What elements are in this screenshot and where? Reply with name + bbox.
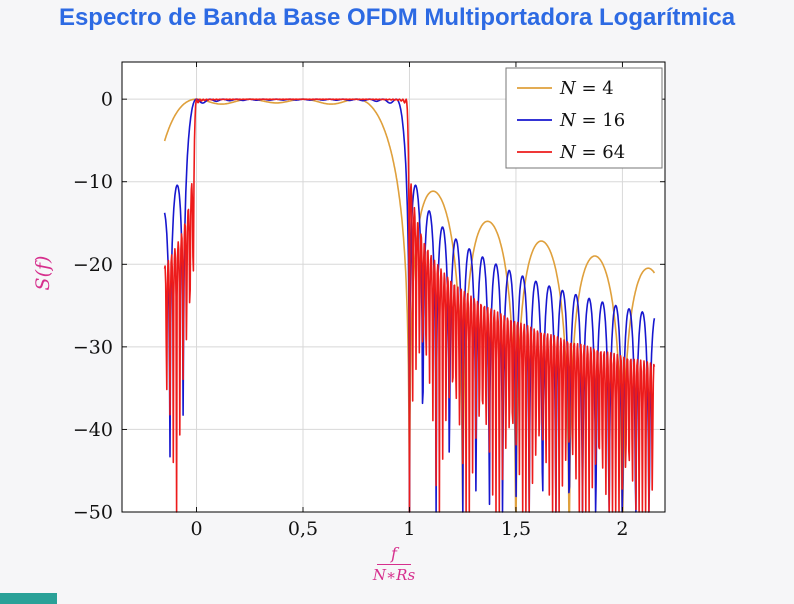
y-tick-label: −20	[73, 254, 113, 276]
legend: N = 4 N = 16 N = 64	[505, 67, 663, 169]
y-tick-label: −10	[73, 171, 113, 193]
legend-entry-label: N = 16	[559, 110, 625, 131]
y-tick-label: −40	[73, 419, 113, 441]
tick-labels: 0 0,5 1 1,5 2 0 −10 −20 −30 −40 −50	[73, 89, 629, 540]
y-tick-label: 0	[101, 89, 113, 111]
legend-entry-label: N = 64	[559, 142, 625, 163]
x-tick-label: 1	[403, 518, 415, 540]
y-tick-label: −30	[73, 336, 113, 358]
x-tick-label: 2	[616, 518, 628, 540]
x-tick-label: 0,5	[288, 518, 318, 540]
chart-title: Espectro de Banda Base OFDM Multiportado…	[58, 4, 736, 31]
plot-frame	[121, 61, 666, 513]
window-edge-artifact	[0, 593, 57, 604]
x-axis-label-denominator: N∗Rs	[372, 566, 416, 584]
x-axis-label: f N∗Rs	[363, 544, 425, 584]
legend-entry-label: N = 4	[559, 78, 614, 99]
x-axis-label-numerator: f	[377, 544, 411, 565]
x-tick-label: 1,5	[501, 518, 531, 540]
x-tick-label: 0	[190, 518, 202, 540]
tick-marks	[122, 62, 665, 513]
y-tick-label: −50	[73, 502, 113, 524]
y-axis-label: S(f)	[32, 255, 54, 291]
